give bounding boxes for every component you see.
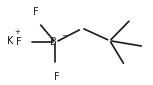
Text: +: + (14, 29, 20, 35)
Text: −: − (61, 33, 67, 39)
Text: F: F (33, 7, 38, 17)
Text: K: K (7, 36, 14, 46)
Text: F: F (16, 37, 22, 47)
Text: F: F (54, 72, 60, 82)
Text: B: B (50, 37, 57, 47)
